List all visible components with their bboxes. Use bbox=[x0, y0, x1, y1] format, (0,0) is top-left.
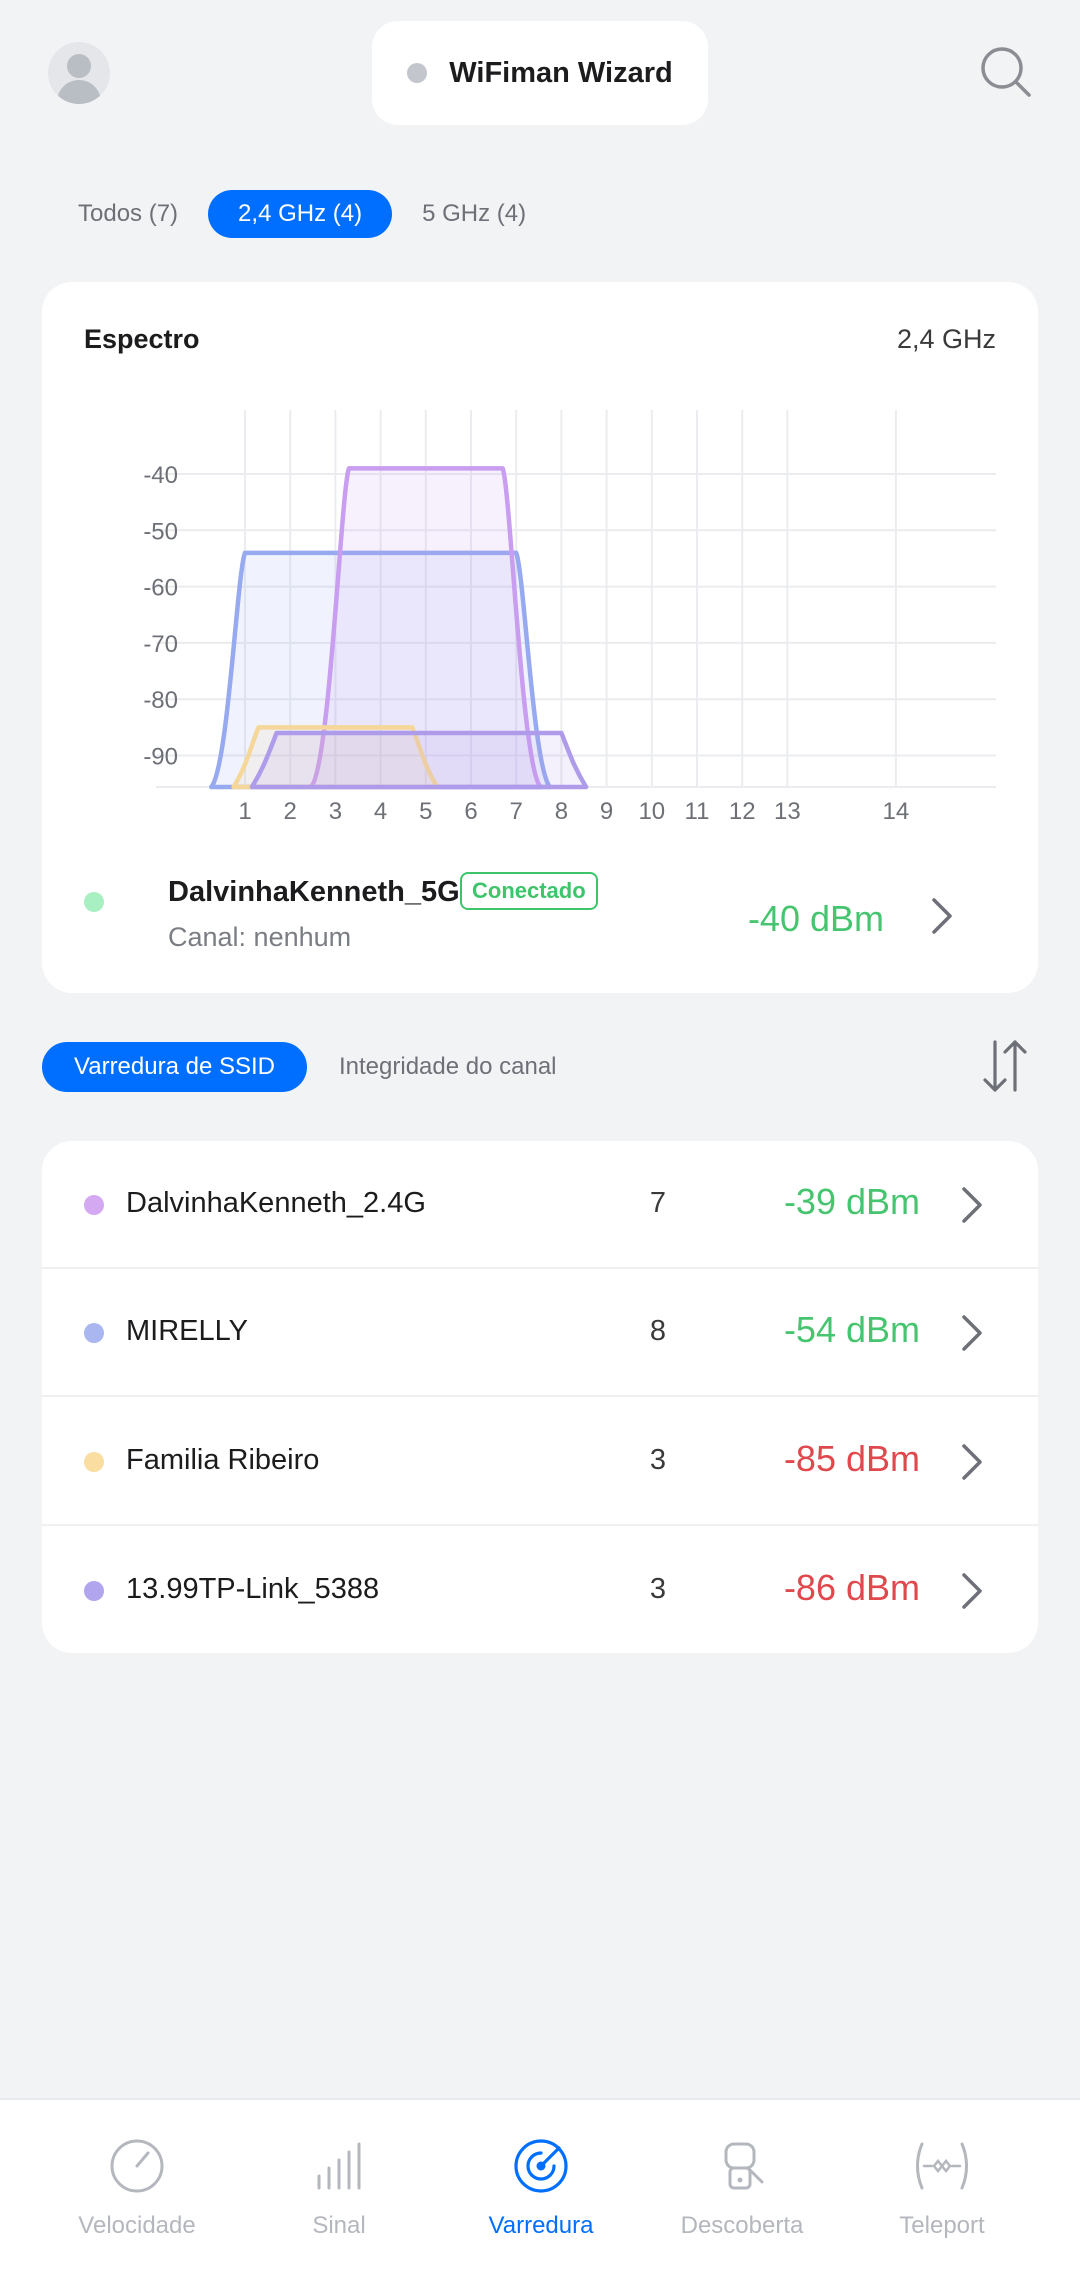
series-area-4 bbox=[249, 730, 589, 790]
list-item[interactable]: 13.99TP-Link_5388 3 -86 dBm bbox=[42, 1527, 1038, 1653]
bottom-navigation: Velocidade Sinal Varredura Descoberta bbox=[0, 2098, 1080, 2273]
nav-item-sinal[interactable]: Sinal bbox=[231, 2100, 447, 2273]
network-name: Familia Ribeiro bbox=[126, 1444, 320, 1476]
network-color-dot bbox=[84, 892, 104, 912]
chevron-right-icon bbox=[962, 1187, 982, 1223]
network-name: MIRELLY bbox=[126, 1315, 248, 1347]
user-avatar-icon bbox=[67, 54, 91, 78]
x-tick-label: 2 bbox=[284, 798, 297, 825]
x-tick-label: 10 bbox=[638, 798, 665, 825]
speedometer-icon bbox=[110, 2139, 164, 2193]
radar-icon bbox=[514, 2139, 568, 2193]
x-tick-label: 9 bbox=[600, 798, 613, 825]
x-tick-label: 13 bbox=[774, 798, 801, 825]
connected-network-name: DalvinhaKenneth_5G bbox=[168, 876, 460, 908]
app-title-pill[interactable]: WiFiman Wizard bbox=[372, 21, 708, 125]
nav-label: Descoberta bbox=[680, 2212, 804, 2239]
network-channel: 8 bbox=[649, 1315, 667, 1347]
nav-item-descoberta[interactable]: Descoberta bbox=[634, 2100, 850, 2273]
chevron-right-icon bbox=[962, 1573, 982, 1609]
x-tick-label: 1 bbox=[238, 798, 251, 825]
x-tick-label: 5 bbox=[419, 798, 432, 825]
chevron-right-icon bbox=[962, 1315, 982, 1351]
nav-label: Teleport bbox=[899, 2212, 985, 2239]
scan-mode-tabs: Varredura de SSID Integridade do canal bbox=[42, 1042, 589, 1092]
list-item[interactable]: DalvinhaKenneth_2.4G 7 -39 dBm bbox=[42, 1141, 1038, 1269]
avatar[interactable] bbox=[48, 42, 110, 104]
x-tick-label: 4 bbox=[374, 798, 387, 825]
y-tick-label: -90 bbox=[143, 744, 178, 771]
network-channel: 3 bbox=[649, 1444, 667, 1476]
tab-channel-health[interactable]: Integridade do canal bbox=[339, 1053, 557, 1080]
network-channel: 3 bbox=[649, 1573, 667, 1605]
tab-ssid-scan[interactable]: Varredura de SSID bbox=[42, 1042, 307, 1092]
connected-channel: Canal: nenhum bbox=[168, 922, 352, 952]
chevron-right-icon bbox=[932, 898, 952, 934]
network-color-dot bbox=[84, 1452, 104, 1472]
network-name: DalvinhaKenneth_2.4G bbox=[126, 1187, 426, 1219]
network-signal: -86 dBm bbox=[783, 1567, 920, 1608]
nav-label: Velocidade bbox=[78, 2212, 196, 2239]
signal-bars-icon bbox=[317, 2142, 361, 2190]
list-item[interactable]: MIRELLY 8 -54 dBm bbox=[42, 1269, 1038, 1397]
tab-all-bands[interactable]: Todos (7) bbox=[78, 200, 179, 227]
app-title: WiFiman Wizard bbox=[449, 56, 673, 89]
discovery-icon bbox=[724, 2142, 764, 2190]
nav-item-velocidade[interactable]: Velocidade bbox=[29, 2100, 245, 2273]
tab-5ghz[interactable]: 5 GHz (4) bbox=[422, 200, 527, 227]
y-tick-label: -80 bbox=[143, 687, 178, 714]
spectrum-card: Espectro 2,4 GHz 1 2 3 4 5 6 7 8 9 10 11 12 13 14 -40-… bbox=[42, 282, 1038, 993]
spectrum-title: Espectro bbox=[84, 324, 200, 354]
teleport-icon bbox=[916, 2142, 968, 2190]
status-dot bbox=[407, 63, 428, 83]
y-tick-label: -40 bbox=[143, 462, 178, 489]
x-tick-label: 14 bbox=[883, 798, 910, 825]
nav-label: Varredura bbox=[488, 2212, 594, 2239]
network-channel: 7 bbox=[649, 1187, 667, 1219]
network-color-dot bbox=[84, 1195, 104, 1215]
nav-item-teleport[interactable]: Teleport bbox=[834, 2100, 1050, 2273]
network-signal: -85 dBm bbox=[783, 1438, 920, 1479]
x-tick-label: 11 bbox=[685, 798, 710, 825]
x-tick-label: 3 bbox=[329, 798, 342, 825]
network-color-dot bbox=[84, 1323, 104, 1343]
list-item[interactable]: Familia Ribeiro 3 -85 dBm bbox=[42, 1398, 1038, 1526]
connected-network-row[interactable]: DalvinhaKenneth_5G Conectado Canal: nenh… bbox=[84, 870, 996, 970]
sort-icon[interactable] bbox=[980, 1036, 1030, 1096]
series-area-2 bbox=[308, 466, 543, 790]
nav-label: Sinal bbox=[312, 2212, 366, 2239]
band-filter-tabs: Todos (7) 2,4 GHz (4) 5 GHz (4) bbox=[48, 190, 556, 238]
network-list: DalvinhaKenneth_2.4G 7 -39 dBm MIRELLY 8… bbox=[42, 1141, 1038, 1653]
x-tick-label: 6 bbox=[464, 798, 477, 825]
x-tick-label: 12 bbox=[729, 798, 756, 825]
series-area-3 bbox=[231, 725, 440, 790]
y-tick-label: -70 bbox=[143, 631, 178, 658]
spectrum-chart: 1 2 3 4 5 6 7 8 9 10 11 12 13 14-40-50-60-70-80-90 bbox=[143, 410, 996, 825]
network-signal: -54 dBm bbox=[783, 1309, 920, 1350]
y-tick-label: -60 bbox=[143, 575, 178, 602]
x-tick-label: 8 bbox=[555, 798, 568, 825]
connected-signal: -40 dBm bbox=[747, 898, 884, 939]
network-signal: -39 dBm bbox=[783, 1181, 920, 1222]
connected-badge: Conectado bbox=[460, 872, 598, 910]
x-tick-label: 7 bbox=[510, 798, 523, 825]
search-icon[interactable] bbox=[976, 42, 1036, 102]
y-tick-label: -50 bbox=[143, 518, 178, 545]
chevron-right-icon bbox=[962, 1444, 982, 1480]
network-name: 13.99TP-Link_5388 bbox=[126, 1573, 380, 1605]
network-color-dot bbox=[84, 1581, 104, 1601]
nav-item-varredura[interactable]: Varredura bbox=[433, 2100, 649, 2273]
spectrum-band-label: 2,4 GHz bbox=[896, 324, 996, 354]
tab-2-4ghz[interactable]: 2,4 GHz (4) bbox=[208, 190, 393, 238]
